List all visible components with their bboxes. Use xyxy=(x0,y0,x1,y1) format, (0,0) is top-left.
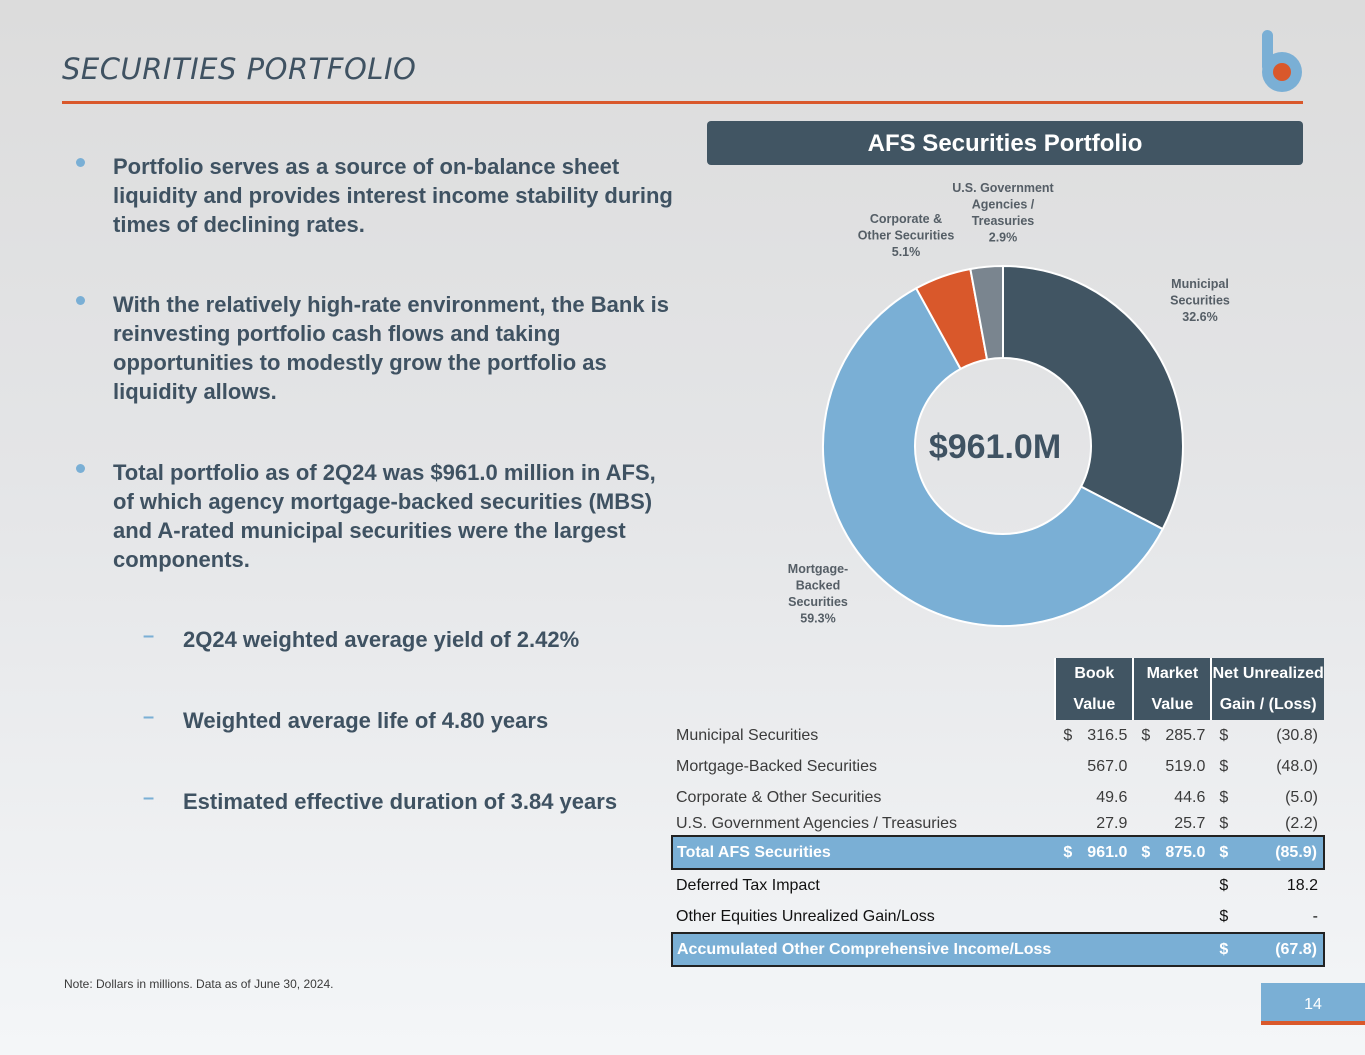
donut-chart: $961.0M Municipal Securities 32.6% Mortgage-… xyxy=(788,181,1230,627)
chart-title: AFS Securities Portfolio xyxy=(707,121,1303,165)
aoci-row: Accumulated Other Comprehensive Income/L… xyxy=(670,932,1326,967)
sub-bullet-text: 2Q24 weighted average yield of 2.42% xyxy=(183,627,580,652)
table-row: Other Equities Unrealized Gain/Loss $ - xyxy=(672,901,1324,933)
gain-value: (85.9) xyxy=(1242,835,1326,870)
gain-value: - xyxy=(1312,907,1318,925)
market-value: 519.0 xyxy=(1165,757,1206,775)
market-value: 25.7 xyxy=(1174,815,1206,832)
slice-label: U.S. Government Agencies / Treasuries 2.9% xyxy=(952,181,1054,245)
total-row: Total AFS Securities $ 961.0 $ 875.0 $ (… xyxy=(670,835,1326,870)
book-value: 316.5 xyxy=(1087,726,1128,744)
dollar-sign: $ xyxy=(1133,835,1157,870)
sub-bullet-text: Weighted average life of 4.80 years xyxy=(183,708,549,733)
table-row: Municipal Securities $ 316.5 $ 285.7 $ (… xyxy=(672,720,1324,751)
sub-bullet-item: – Weighted average life of 4.80 years xyxy=(143,706,683,735)
row-label: U.S. Government Agencies / Treasuries xyxy=(676,815,958,832)
bullet-item: Total portfolio as of 2Q24 was $961.0 mi… xyxy=(70,458,680,574)
footnote: Note: Dollars in millions. Data as of Ju… xyxy=(64,977,334,991)
book-value: 27.9 xyxy=(1096,815,1128,832)
dollar-sign: $ xyxy=(1211,932,1243,967)
gain-value: (30.8) xyxy=(1276,726,1318,744)
row-label: Other Equities Unrealized Gain/Loss xyxy=(676,907,935,925)
dollar-sign: $ xyxy=(1211,835,1243,870)
dollar-sign: $ xyxy=(1063,726,1073,744)
dollar-sign xyxy=(1055,813,1078,836)
donut-slice xyxy=(969,264,1004,361)
slice-label: Mortgage-Backed Securities 59.3% xyxy=(788,562,848,626)
bullet-item: With the relatively high-rate environmen… xyxy=(70,290,680,406)
table-row: Corporate & Other Securities 49.6 44.6 $… xyxy=(672,782,1324,813)
title-underline xyxy=(62,101,1303,104)
book-value: 49.6 xyxy=(1096,788,1128,806)
gain-value: 18.2 xyxy=(1286,876,1318,894)
table-row: Mortgage-Backed Securities 567.0 519.0 $… xyxy=(672,751,1324,782)
header-gain-line2: Gain / (Loss) xyxy=(1210,689,1324,720)
page-title: SECURITIES PORTFOLIO xyxy=(62,52,417,86)
table-row: Deferred Tax Impact $ 18.2 xyxy=(672,869,1324,901)
bullet-dot-icon xyxy=(76,158,85,167)
dollar-sign: $ xyxy=(1219,815,1229,832)
dollar-sign: $ xyxy=(1219,726,1229,744)
sub-bullet-text: Estimated effective duration of 3.84 yea… xyxy=(183,789,618,814)
row-label: Total AFS Securities xyxy=(670,835,1056,870)
dollar-sign: $ xyxy=(1055,835,1079,870)
gain-value: (67.8) xyxy=(1242,932,1326,967)
gain-value: (48.0) xyxy=(1276,757,1318,775)
bullet-text: Portfolio serves as a source of on-balan… xyxy=(113,154,673,237)
header-market-line1: Market xyxy=(1132,658,1212,689)
gain-value: (5.0) xyxy=(1285,788,1318,806)
dollar-sign xyxy=(1133,813,1156,836)
header-market-line2: Value xyxy=(1132,689,1212,720)
bullet-dot-icon xyxy=(76,464,85,473)
row-label: Mortgage-Backed Securities xyxy=(676,757,877,775)
market-value: 875.0 xyxy=(1156,835,1212,870)
book-value: 961.0 xyxy=(1078,835,1134,870)
bullet-text: With the relatively high-rate environmen… xyxy=(113,292,670,404)
dollar-sign xyxy=(1133,782,1156,813)
header-book-line1: Book xyxy=(1054,658,1134,689)
slice-label: Municipal Securities 32.6% xyxy=(1170,277,1230,324)
dollar-sign xyxy=(1055,782,1078,813)
gain-value: (2.2) xyxy=(1285,815,1318,832)
dollar-sign: $ xyxy=(1141,726,1151,744)
header-book-line2: Value xyxy=(1054,689,1134,720)
donut-center-label: $961.0M xyxy=(929,428,1061,466)
slice-label: Corporate & Other Securities 5.1% xyxy=(858,212,955,259)
dollar-sign: $ xyxy=(1219,907,1229,925)
row-label: Municipal Securities xyxy=(676,726,819,744)
row-label: Deferred Tax Impact xyxy=(676,876,820,894)
dash-icon: – xyxy=(143,625,155,647)
dollar-sign xyxy=(1133,751,1156,782)
company-logo xyxy=(1262,30,1302,92)
donut-slice xyxy=(822,286,1165,627)
book-value: 567.0 xyxy=(1087,757,1128,775)
header-gain-line1: Net Unrealized xyxy=(1210,658,1324,689)
bullet-dot-icon xyxy=(76,296,85,305)
table-row: U.S. Government Agencies / Treasuries 27… xyxy=(672,813,1324,836)
dollar-sign xyxy=(1055,751,1078,782)
row-label: Corporate & Other Securities xyxy=(676,788,882,806)
market-value: 44.6 xyxy=(1174,788,1206,806)
bullet-item: Portfolio serves as a source of on-balan… xyxy=(70,152,680,239)
sub-bullet-item: – 2Q24 weighted average yield of 2.42% xyxy=(143,625,683,654)
dash-icon: – xyxy=(143,706,155,728)
market-value: 285.7 xyxy=(1165,726,1206,744)
dollar-sign: $ xyxy=(1219,757,1229,775)
securities-table: Book Market Net Unrealized Value Value G… xyxy=(670,658,1326,967)
donut-slice xyxy=(1002,264,1184,531)
dollar-sign: $ xyxy=(1219,788,1229,806)
row-label: Accumulated Other Comprehensive Income/L… xyxy=(670,932,1056,967)
bullet-text: Total portfolio as of 2Q24 was $961.0 mi… xyxy=(113,460,656,572)
sub-bullet-item: – Estimated effective duration of 3.84 y… xyxy=(143,787,683,816)
dollar-sign: $ xyxy=(1219,876,1229,894)
page-number: 14 xyxy=(1261,983,1365,1025)
dash-icon: – xyxy=(143,787,155,809)
